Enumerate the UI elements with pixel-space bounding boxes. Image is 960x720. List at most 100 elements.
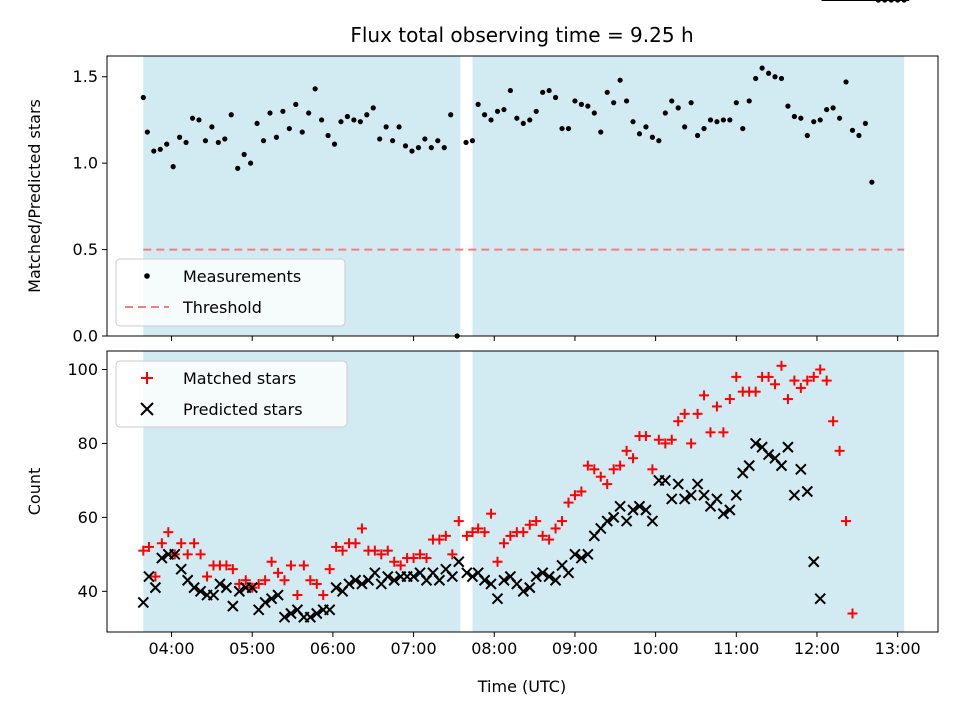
- measurement-point: [189, 115, 196, 121]
- predicted-star-point: [782, 441, 794, 453]
- predicted-star-mark-b: [356, 578, 368, 590]
- predicted-star-point: [137, 596, 150, 609]
- predicted-star-mark-b: [659, 474, 672, 487]
- measurement-point: [267, 110, 273, 116]
- x-tick-label: 06:00: [310, 639, 356, 658]
- predicted-star-mark-b: [343, 578, 355, 590]
- bottom-y-axis-label: Count: [25, 468, 44, 516]
- predicted-star-mark-b: [672, 478, 684, 490]
- predicted-star-point: [233, 585, 246, 598]
- predicted-star-point: [156, 552, 168, 564]
- measurement-point: [196, 117, 202, 123]
- predicted-star-mark-b: [291, 604, 304, 616]
- matched-star-point: [531, 516, 542, 527]
- predicted-star-mark-b: [743, 459, 755, 472]
- predicted-star-mark-b: [323, 604, 336, 616]
- predicted-star-mark-b: [808, 556, 820, 568]
- measurement-point: [241, 151, 247, 158]
- measurement-point: [830, 105, 836, 111]
- measurement-point: [331, 141, 338, 147]
- predicted-star-mark-b: [620, 515, 633, 527]
- measurement-point: [514, 115, 520, 121]
- predicted-star-point: [640, 504, 652, 516]
- predicted-star-mark-b: [685, 489, 697, 501]
- measurement-point: [572, 98, 578, 104]
- x-tick-label: 12:00: [794, 639, 840, 658]
- predicted-star-mark-b: [156, 552, 168, 564]
- matched-star-point: [705, 427, 716, 438]
- measurement-point: [714, 119, 720, 125]
- predicted-star-point: [349, 574, 362, 586]
- matched-star-point: [292, 590, 303, 601]
- measurement-point: [177, 134, 183, 140]
- predicted-star-point: [627, 504, 639, 516]
- predicted-star-mark-b: [646, 515, 659, 527]
- top-x-axis-ticks: [171, 336, 899, 341]
- legend-box: [115, 360, 348, 428]
- predicted-star-mark-b: [304, 611, 317, 623]
- matched-star-point: [718, 427, 729, 438]
- measurement-point: [248, 160, 254, 166]
- ratio-panel: 0.0 0.5 1.0 1.5 Matched/Predicted stars Mea…: [25, 0, 939, 346]
- measurement-point: [546, 87, 552, 94]
- legend-label: Matched stars: [183, 369, 296, 388]
- matched-star-point: [557, 516, 568, 527]
- top-y-axis-ticks: 0.0 0.5 1.0 1.5: [73, 67, 107, 346]
- matched-star-point: [266, 556, 277, 567]
- predicted-star-mark-b: [388, 574, 400, 586]
- predicted-star-mark-b: [149, 581, 162, 594]
- measurement-point: [798, 115, 804, 121]
- matched-star-point: [415, 549, 426, 560]
- matched-star-point: [260, 575, 271, 586]
- predicted-star-mark-b: [666, 493, 678, 505]
- predicted-star-point: [498, 574, 510, 586]
- predicted-star-point: [749, 437, 762, 450]
- measurement-point: [202, 138, 209, 144]
- predicted-star-mark-b: [491, 593, 504, 605]
- measurement-point: [688, 100, 694, 106]
- predicted-star-mark-b: [246, 581, 258, 594]
- predicted-star-mark-b: [188, 581, 200, 594]
- predicted-star-point: [530, 570, 542, 583]
- measurement-point: [694, 132, 701, 139]
- predicted-star-point: [536, 567, 549, 579]
- measurement-point: [836, 115, 843, 121]
- predicted-star-mark-b: [543, 570, 555, 583]
- matched-star-point: [279, 575, 290, 586]
- predicted-star-point: [575, 552, 588, 564]
- predicted-star-point: [356, 578, 368, 590]
- top-axes-frame: [106, 55, 939, 337]
- x-tick-label: 08:00: [471, 639, 517, 658]
- measurement-point: [520, 120, 526, 127]
- measurement-point: [811, 119, 817, 125]
- observing-window-1: [472, 56, 905, 336]
- matched-star-point: [285, 560, 296, 571]
- matched-star-point: [305, 575, 316, 586]
- y-tick-label: 40: [78, 582, 98, 601]
- measurement-point: [364, 112, 370, 118]
- bottom-plot-area: [137, 0, 910, 623]
- predicted-star-mark-b: [640, 504, 652, 516]
- measurement-point: [533, 108, 539, 114]
- x-axis-label: Time (UTC): [477, 677, 566, 696]
- matched-star-point: [440, 530, 451, 541]
- matched-star-point: [498, 538, 509, 549]
- predicted-star-mark-b: [265, 593, 278, 605]
- matched-star-point: [647, 464, 658, 475]
- predicted-star-point: [620, 515, 633, 527]
- predicted-star-point: [724, 504, 736, 516]
- predicted-star-mark-b: [137, 596, 150, 609]
- predicted-star-mark-b: [498, 574, 510, 586]
- measurement-point: [824, 106, 830, 113]
- predicted-star-point: [343, 578, 355, 590]
- matched-star-point: [544, 534, 555, 545]
- matched-star-point: [350, 538, 361, 549]
- predicted-star-point: [801, 485, 814, 498]
- measurement-point: [370, 105, 376, 111]
- measurement-point: [611, 100, 617, 106]
- matched-star-point: [608, 464, 619, 475]
- matched-star-point: [847, 608, 858, 619]
- predicted-star-point: [743, 459, 755, 472]
- predicted-star-mark-b: [194, 585, 207, 598]
- measurement-point: [682, 124, 688, 130]
